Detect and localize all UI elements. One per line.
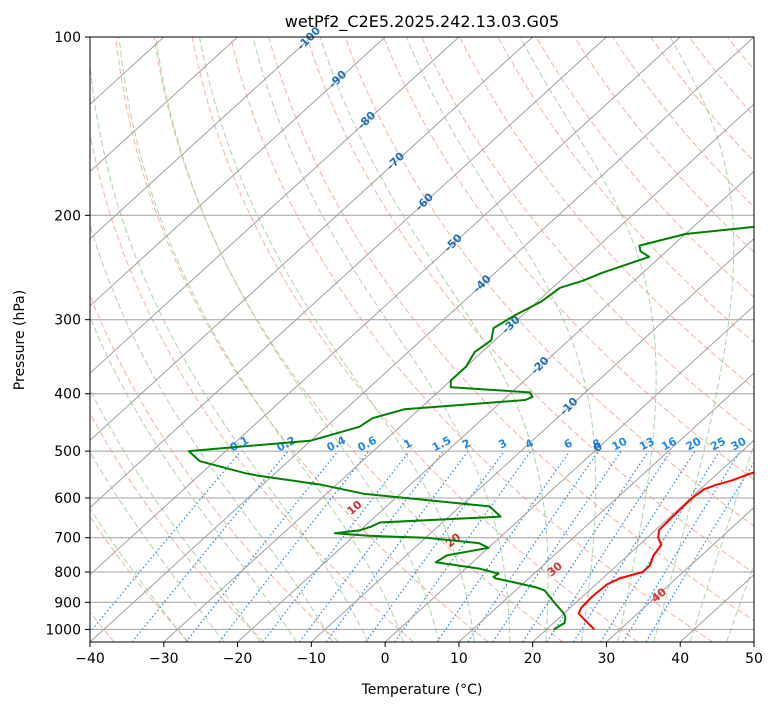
- isotherm-line: [90, 37, 238, 173]
- mixing-ratio-line: [90, 450, 242, 633]
- y-tick-label: 100: [54, 30, 81, 46]
- moist-adiabat-line: [90, 315, 297, 642]
- moist-adiabat-line: [118, 37, 404, 642]
- dry-adiabat-line: [497, 37, 754, 344]
- isotherm-line: [310, 237, 754, 642]
- temperature-profile: [577, 471, 754, 631]
- axes: −40 −30 −20 −10 0 10 20 30 40 50 100 200 300 400 500 60…: [45, 30, 763, 667]
- isotherm-line: [606, 506, 754, 642]
- isotherm-line: [90, 37, 386, 307]
- x-tick-label: −10: [297, 651, 327, 667]
- isotherm-line: [458, 372, 754, 642]
- y-tick-label: 1000: [45, 622, 81, 638]
- mixing-ratio-line: [522, 450, 650, 642]
- mixing-ratio-line: [299, 450, 444, 642]
- mixing-ratio-line: [573, 450, 696, 642]
- moist-adiabat-line: [653, 37, 735, 642]
- x-tick-label: −30: [149, 651, 179, 667]
- dry-adiabat-line: [90, 293, 339, 642]
- x-tick-label: 50: [745, 651, 763, 667]
- isotherm-line: [90, 37, 607, 509]
- dry-adiabat-line: [191, 37, 639, 642]
- mixing-ratio-line: [492, 450, 622, 642]
- isotherm-line: [90, 37, 681, 576]
- x-tick-label: 40: [671, 651, 689, 667]
- x-tick-label: 30: [598, 651, 616, 667]
- chart-title: wetPf2_C2E5.2025.242.13.03.G05: [285, 12, 559, 32]
- dry-adiabat-line: [459, 37, 754, 389]
- isotherm-line: [532, 439, 754, 642]
- y-tick-label: 200: [54, 208, 81, 224]
- isotherm-line: [90, 37, 754, 642]
- dry-adiabat-line: [90, 412, 265, 642]
- y-tick-label: 500: [54, 444, 81, 460]
- mixing-ratio-line: [185, 450, 339, 642]
- y-tick-label: 400: [54, 387, 81, 403]
- profile-lines: [187, 225, 754, 631]
- mixing-ratio-label: 30: [729, 435, 749, 454]
- isotherm-line: [90, 37, 534, 442]
- isotherm-line: [237, 170, 754, 642]
- isotherm-line: [163, 103, 754, 642]
- moist-adiabat-line: [155, 37, 440, 642]
- mixing-ratio-line: [467, 450, 599, 642]
- y-tick-label: 600: [54, 491, 81, 507]
- mixing-ratio-line: [325, 450, 469, 642]
- isotherm-line: [90, 37, 460, 374]
- dry-adiabat-line: [115, 37, 489, 642]
- isotherm-line: [384, 305, 754, 642]
- dry-adiabat-line: [90, 515, 190, 642]
- moist-adiabat-line: [405, 37, 597, 642]
- mixing-ratio-label: 10: [610, 435, 630, 454]
- moist-adiabat-line: [90, 388, 261, 642]
- y-tick-label: 900: [54, 595, 81, 611]
- mixing-ratio-line: [131, 450, 289, 642]
- x-tick-label: −40: [75, 651, 105, 667]
- x-tick-label: −20: [223, 651, 253, 667]
- x-tick-label: 20: [524, 651, 542, 667]
- x-tick-label: 0: [381, 651, 390, 667]
- x-axis-title: Temperature (°C): [361, 682, 483, 698]
- y-axis-title: Pressure (hPa): [12, 290, 28, 390]
- dry-adiabat-line: [306, 37, 754, 574]
- mixing-ratio-label: 20: [684, 435, 704, 454]
- mixing-ratio-line: [622, 450, 741, 642]
- moist-adiabat-line: [252, 37, 511, 642]
- moist-adiabat-line: [689, 442, 754, 642]
- moist-adiabat-line: [90, 451, 225, 642]
- dry-adiabat-line: [268, 37, 754, 622]
- y-tick-label: 800: [54, 565, 81, 581]
- mixing-ratio-label: 16: [659, 435, 679, 454]
- moist-adiabat-line: [90, 223, 333, 642]
- mixing-ratio-label: 25: [708, 435, 728, 454]
- mixing-ratio-line: [365, 450, 505, 642]
- dewpoint-profile: [187, 225, 754, 631]
- mixing-ratio-line: [436, 450, 571, 642]
- x-tick-label: 10: [450, 651, 468, 667]
- background-lines: [90, 37, 754, 642]
- plot-frame: [89, 36, 755, 643]
- moist-adiabat-line: [90, 61, 369, 642]
- moist-adiabat-line: [199, 37, 475, 642]
- y-tick-label: 700: [54, 531, 81, 547]
- mixing-ratio-line: [546, 450, 672, 642]
- moist-adiabat-line: [319, 37, 549, 642]
- mixing-ratio-label: 13: [637, 435, 657, 454]
- isotherm-line: [90, 37, 312, 240]
- y-tick-label: 300: [54, 313, 81, 329]
